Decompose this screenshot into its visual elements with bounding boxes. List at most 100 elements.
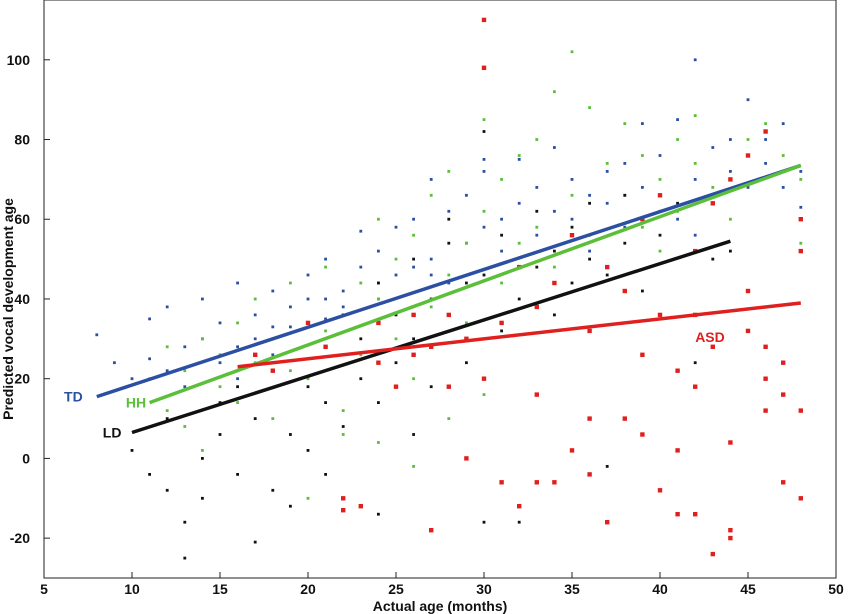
td-point xyxy=(729,170,732,173)
asd-point xyxy=(745,328,751,334)
ld-point xyxy=(535,265,539,269)
hh-point xyxy=(394,337,398,341)
td-point xyxy=(341,289,345,293)
asd-point xyxy=(587,328,592,334)
hh-point xyxy=(341,409,345,412)
x-tick-label: 10 xyxy=(124,581,140,597)
asd-point xyxy=(323,344,328,349)
ld-point xyxy=(130,449,134,452)
ld-point xyxy=(465,281,468,285)
x-tick-label: 20 xyxy=(300,581,316,597)
asd-point xyxy=(693,384,698,389)
hh-point xyxy=(799,178,803,181)
hh-point xyxy=(165,409,169,412)
td-point xyxy=(553,146,556,149)
td-point xyxy=(165,369,169,373)
hh-point xyxy=(465,321,468,325)
td-point xyxy=(711,146,715,149)
hh-point xyxy=(605,162,609,165)
asd-point xyxy=(587,472,592,477)
ld-point xyxy=(236,385,239,389)
asd-point xyxy=(728,535,733,541)
y-tick-label: -20 xyxy=(10,530,30,546)
hh-point xyxy=(253,297,257,301)
asd-point xyxy=(763,408,768,413)
asd-point xyxy=(763,129,768,134)
ld-point xyxy=(306,385,310,389)
td-point xyxy=(218,361,222,365)
ld-point xyxy=(500,233,503,237)
hh-point xyxy=(429,305,433,309)
asd-point xyxy=(710,551,715,557)
ld-point xyxy=(359,337,363,341)
ld-point xyxy=(641,289,644,293)
asd-point xyxy=(429,528,434,533)
td-point xyxy=(693,58,697,62)
td-point xyxy=(148,317,151,321)
ld-point xyxy=(412,257,415,261)
y-axis-title: Predicted vocal development age xyxy=(0,198,16,420)
td-point xyxy=(517,158,521,161)
td-point xyxy=(236,345,239,349)
ld-point xyxy=(412,337,415,341)
asd-point xyxy=(552,480,557,485)
x-tick-label: 35 xyxy=(564,581,580,597)
ld-point xyxy=(570,225,574,229)
hh-point xyxy=(517,241,521,245)
ld-series-label: LD xyxy=(103,425,122,441)
ld-point xyxy=(201,496,204,500)
ld-point xyxy=(570,281,574,285)
ld-point xyxy=(553,313,556,317)
td-point xyxy=(201,297,204,301)
asd-series-label: ASD xyxy=(695,329,725,345)
asd-point xyxy=(728,528,733,533)
y-tick-label: 20 xyxy=(14,371,30,387)
ld-fit-line xyxy=(131,239,731,435)
td-point xyxy=(341,305,345,309)
hh-point xyxy=(429,193,433,197)
y-tick-label: 40 xyxy=(14,291,30,307)
x-axis-title: Actual age (months) xyxy=(373,598,508,614)
ld-point xyxy=(693,361,697,365)
asd-point xyxy=(446,312,451,318)
y-tick-label: 60 xyxy=(14,211,30,227)
asd-point xyxy=(569,233,575,238)
td-series-label: TD xyxy=(64,389,83,405)
hh-point xyxy=(289,281,292,285)
hh-point xyxy=(165,345,169,349)
asd-point xyxy=(411,312,416,318)
hh-point xyxy=(746,138,750,141)
asd-point xyxy=(745,153,751,158)
ld-point xyxy=(729,249,732,253)
ld-point xyxy=(394,313,398,317)
td-point xyxy=(271,289,275,293)
ld-point xyxy=(289,433,292,436)
ld-point xyxy=(253,417,257,420)
ld-point xyxy=(324,401,327,404)
asd-point xyxy=(358,504,363,509)
td-point xyxy=(641,186,644,189)
td-point xyxy=(447,281,451,285)
ld-point xyxy=(183,520,187,524)
hh-point xyxy=(781,154,785,157)
td-point xyxy=(729,138,732,141)
asd-point xyxy=(270,368,275,373)
asd-point xyxy=(376,320,381,326)
asd-point xyxy=(569,448,575,453)
ld-point xyxy=(447,217,451,221)
hh-point xyxy=(693,114,697,117)
hh-point xyxy=(183,369,187,373)
ld-point xyxy=(500,329,503,333)
asd-point xyxy=(763,344,768,349)
points-layer xyxy=(95,17,803,560)
asd-point xyxy=(657,312,663,318)
hh-point xyxy=(236,321,239,325)
hh-point xyxy=(447,273,451,277)
asd-point xyxy=(446,384,451,389)
td-point xyxy=(482,170,486,173)
hh-point xyxy=(641,225,644,229)
hh-point xyxy=(377,297,380,301)
td-point xyxy=(781,186,785,189)
td-point xyxy=(165,305,169,309)
